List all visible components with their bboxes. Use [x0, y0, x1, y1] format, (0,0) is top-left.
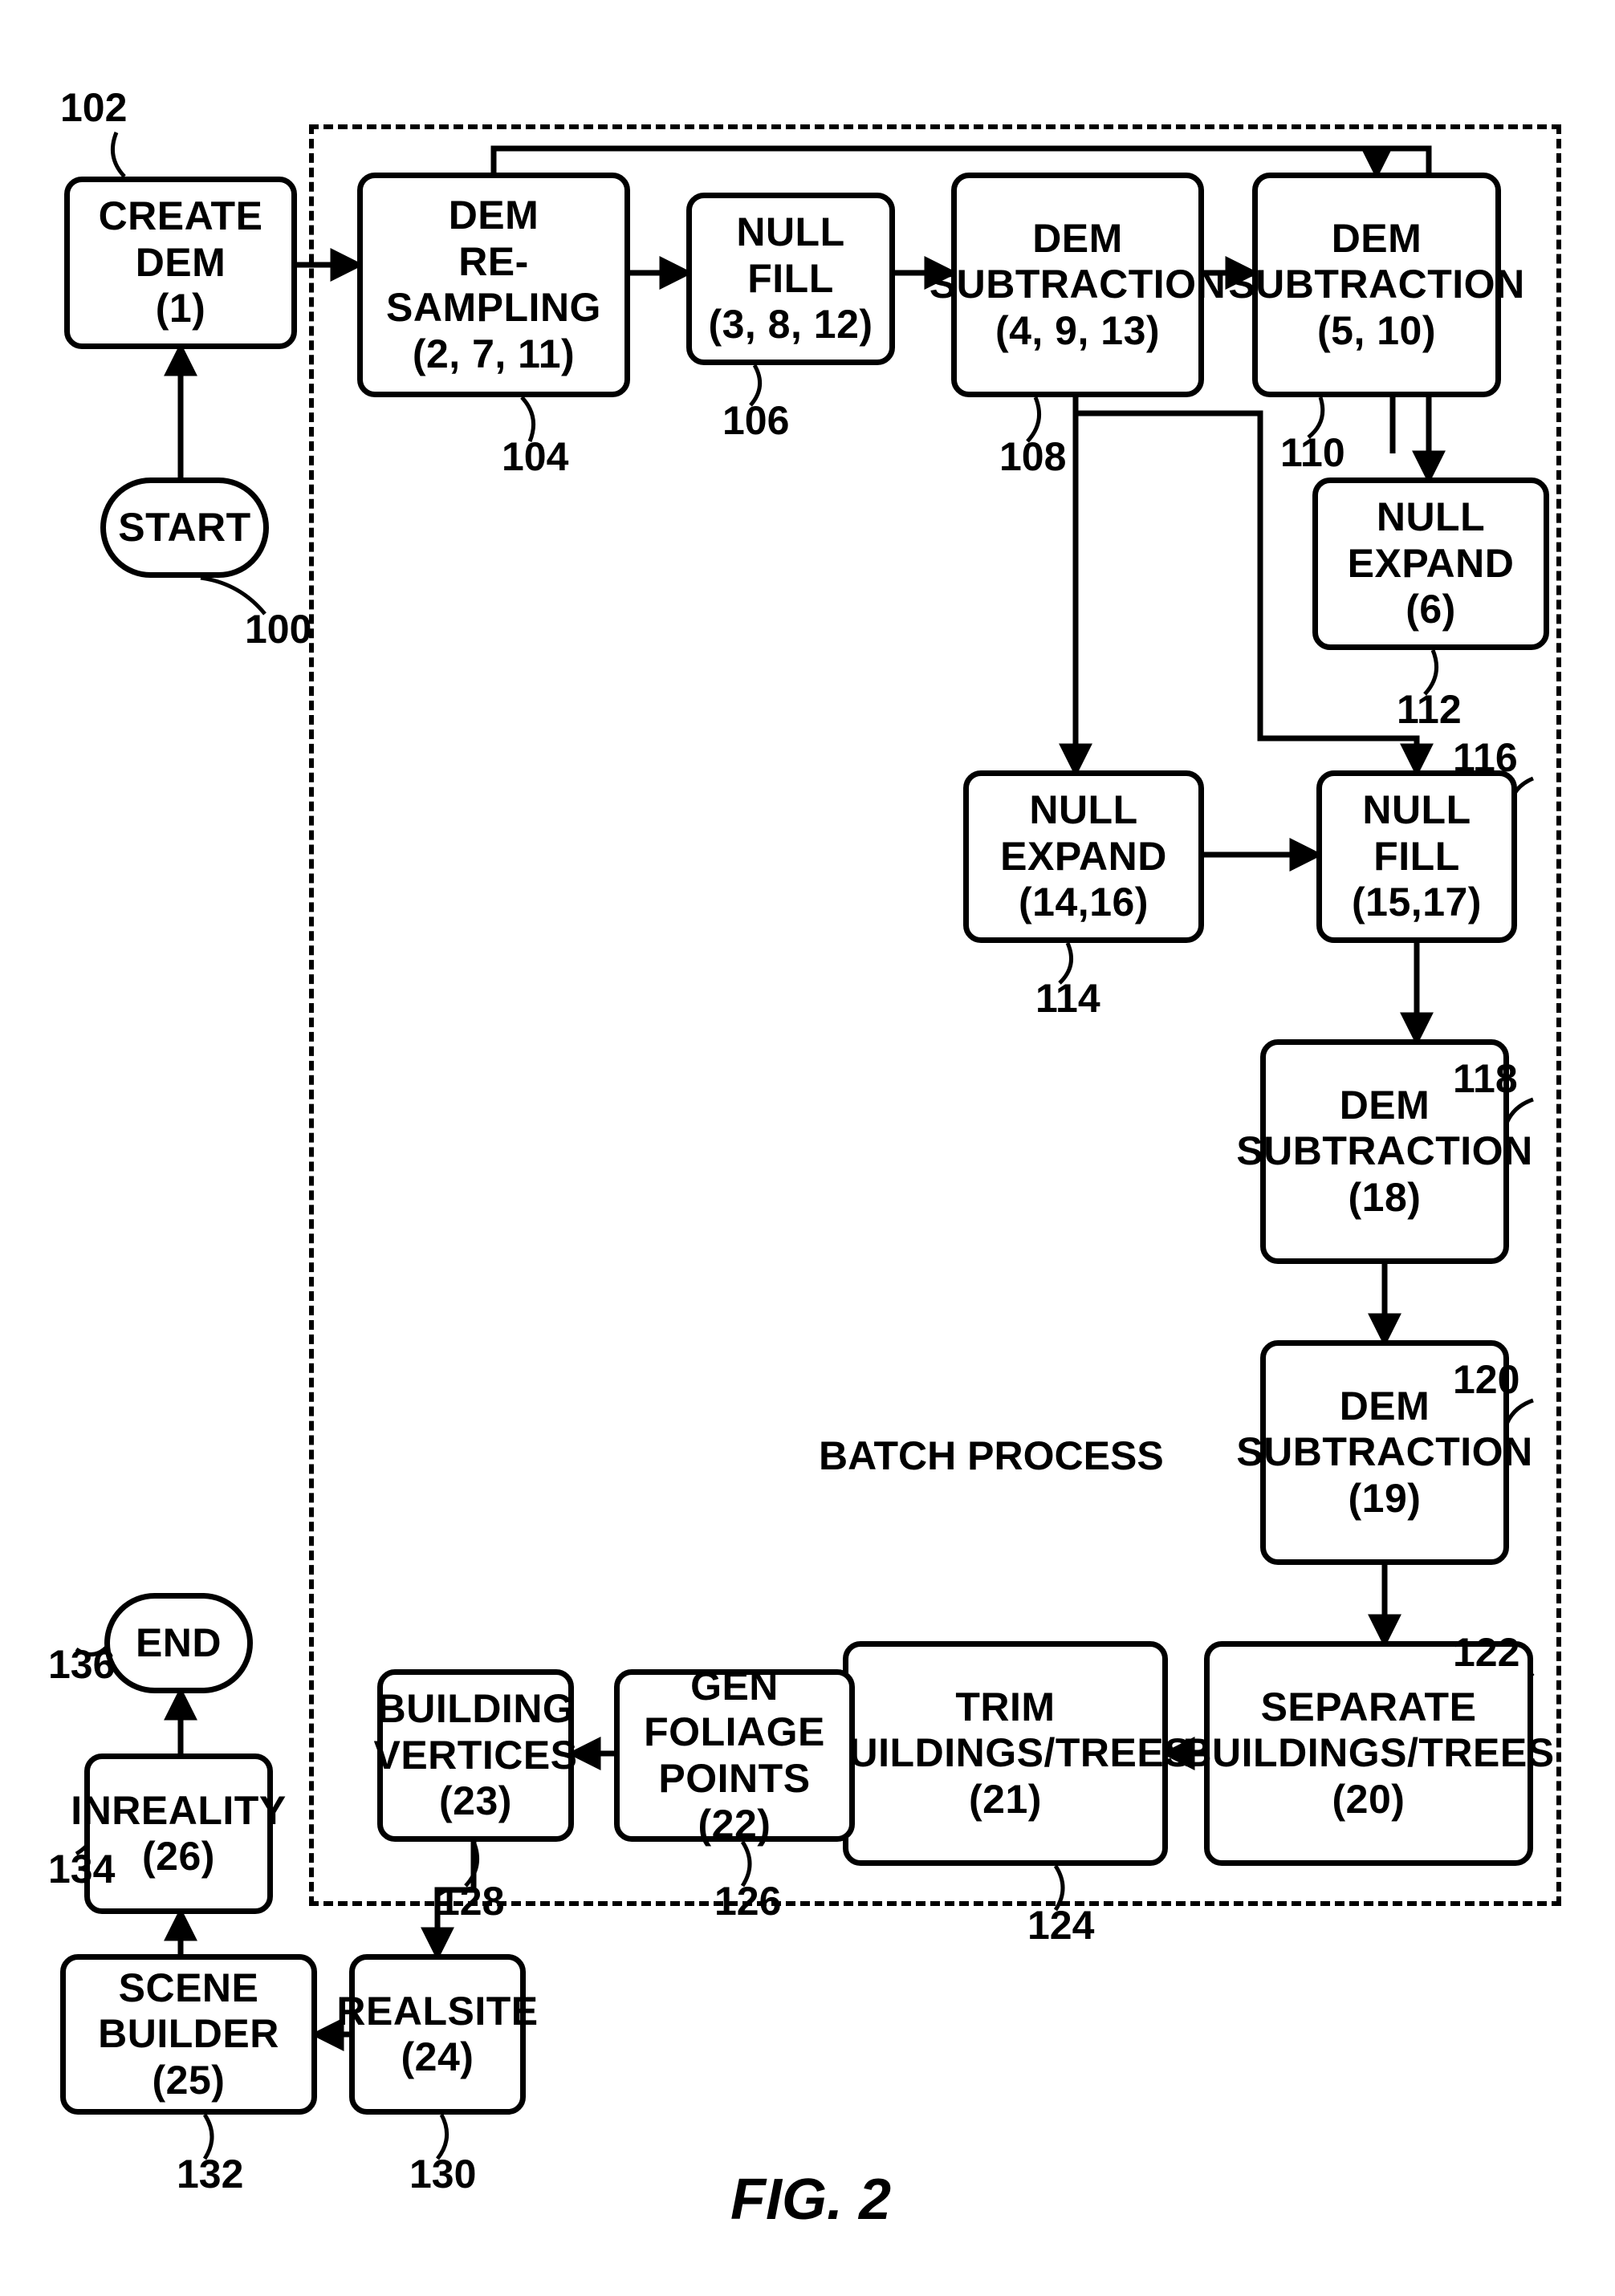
- node-n116: NULL FILL(15,17): [1316, 770, 1517, 943]
- node-n114: NULL EXPAND(14,16): [963, 770, 1204, 943]
- ref-r130: 130: [409, 2151, 476, 2197]
- ref-r136: 136: [48, 1641, 115, 1688]
- ref-r124: 124: [1027, 1902, 1094, 1949]
- ref-r118: 118: [1453, 1055, 1518, 1102]
- node-n108: DEMSUBTRACTION(4, 9, 13): [951, 173, 1204, 397]
- node-n132: SCENE BUILDER(25): [60, 1954, 317, 2115]
- batch-process-label: BATCH PROCESS: [819, 1432, 1164, 1479]
- ref-r122: 122: [1453, 1629, 1519, 1676]
- node-n110: DEMSUBTRACTION(5, 10): [1252, 173, 1501, 397]
- flowchart-canvas: START END CREATE DEM(1) DEMRE-SAMPLING(2, 7…: [32, 32, 1583, 2264]
- ref-r134: 134: [48, 1846, 115, 1892]
- figure-label: FIG. 2: [730, 2167, 891, 2233]
- ref-r100: 100: [245, 606, 311, 652]
- ref-r120: 120: [1453, 1356, 1519, 1403]
- ref-r116: 116: [1453, 734, 1518, 781]
- ref-r108: 108: [999, 433, 1066, 480]
- node-n102: CREATE DEM(1): [64, 177, 297, 349]
- node-n130: REALSITE(24): [349, 1954, 526, 2115]
- ref-r132: 132: [177, 2151, 243, 2197]
- node-end: END: [104, 1593, 253, 1693]
- ref-r112: 112: [1397, 686, 1462, 733]
- ref-r114: 114: [1035, 975, 1100, 1022]
- node-n128: BUILDINGVERTICES(23): [377, 1669, 574, 1842]
- node-n126: GEN FOLIAGEPOINTS (22): [614, 1669, 855, 1842]
- node-n112: NULL EXPAND(6): [1312, 477, 1549, 650]
- ref-r110: 110: [1280, 429, 1345, 476]
- ref-r128: 128: [437, 1878, 504, 1924]
- node-n104: DEMRE-SAMPLING(2, 7, 11): [357, 173, 630, 397]
- node-n124: TRIMBUILDINGS/TREES(21): [843, 1641, 1168, 1866]
- node-start: START: [100, 477, 269, 578]
- node-n106: NULL FILL(3, 8, 12): [686, 193, 895, 365]
- ref-r102: 102: [60, 84, 127, 131]
- ref-r126: 126: [714, 1878, 781, 1924]
- ref-r104: 104: [502, 433, 568, 480]
- ref-r106: 106: [722, 397, 789, 444]
